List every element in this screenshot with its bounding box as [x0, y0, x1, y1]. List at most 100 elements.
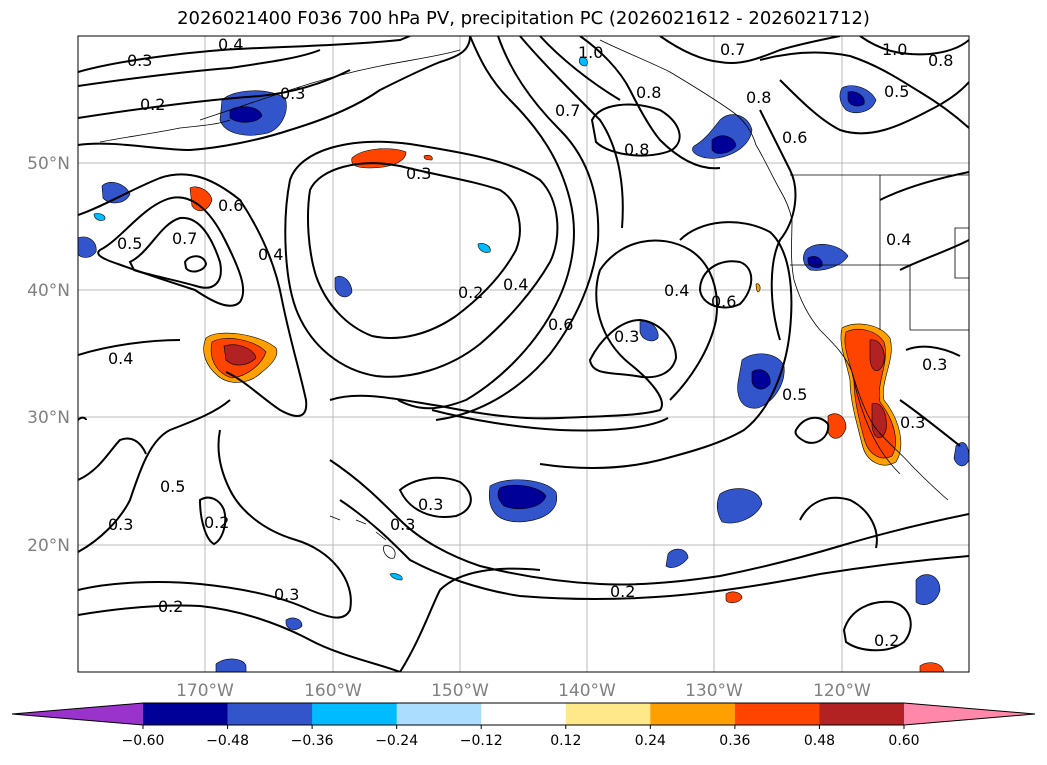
negative-precip-patches	[78, 57, 969, 672]
contour-line	[78, 429, 352, 619]
colorbar-tick-label: −0.60	[122, 733, 165, 749]
colorbar-segment	[650, 703, 736, 725]
colorbar-segment	[143, 703, 229, 725]
contour-label: 0.3	[900, 413, 925, 432]
precip-patch	[847, 91, 865, 107]
contour-label: 0.5	[117, 234, 142, 253]
contour-line	[759, 51, 969, 129]
precip-patch	[578, 57, 588, 67]
contour-line	[339, 499, 969, 600]
colorbar-tick-label: 0.48	[804, 733, 835, 749]
precip-patch	[423, 154, 433, 161]
contour-label: 0.7	[172, 229, 197, 248]
contour-line	[78, 437, 147, 481]
contour-line	[128, 216, 222, 289]
positive-precip-patches	[189, 148, 945, 672]
contour-label: 0.5	[782, 385, 807, 404]
colorbar-segment	[819, 703, 905, 725]
contour-label: 0.2	[874, 631, 899, 650]
lon-label: 150°W	[431, 681, 489, 701]
island-hawaii	[329, 515, 396, 559]
contour-line	[779, 79, 969, 135]
contour-label: 0.4	[108, 349, 133, 368]
contour-label: 0.5	[884, 82, 909, 101]
precip-patch	[711, 135, 737, 154]
colorbar-tick-label: 0.60	[888, 733, 919, 749]
pv-contours	[78, 36, 969, 672]
colorbar-segment	[481, 703, 567, 725]
contour-line	[588, 318, 678, 379]
contour-label: 0.3	[274, 585, 299, 604]
contour-label: 0.4	[503, 275, 528, 294]
precip-patch	[871, 402, 887, 439]
contour-label: 0.3	[406, 164, 431, 183]
precip-patch	[189, 186, 213, 212]
precip-patch	[751, 369, 771, 390]
contour-label: 0.6	[782, 128, 807, 147]
colorbar-segment	[312, 703, 398, 725]
contour-line	[78, 604, 401, 672]
contour-label: 0.3	[418, 495, 443, 514]
precip-patch	[229, 106, 263, 123]
contour-line	[97, 196, 245, 307]
contour-label: 0.4	[218, 35, 243, 54]
contour-label: 0.3	[614, 327, 639, 346]
contour-line	[78, 339, 181, 356]
precip-patch	[334, 275, 353, 298]
contour-label: 0.8	[928, 51, 953, 70]
contour-label: 0.2	[204, 513, 229, 532]
contour-line	[307, 162, 521, 339]
contour-label: 0.3	[390, 515, 415, 534]
contour-label: 0.3	[127, 51, 152, 70]
contour-line	[284, 140, 559, 378]
colorbar-tick-label: −0.12	[460, 733, 503, 749]
coastlines	[99, 39, 969, 559]
lon-label: 130°W	[685, 681, 743, 701]
contour-line	[399, 567, 541, 672]
longitude-labels: 170°W 160°W 150°W 140°W 130°W 120°W	[176, 681, 871, 701]
contour-label: 0.8	[624, 140, 649, 159]
colorbar-tick-label: −0.24	[375, 733, 418, 749]
contour-line	[842, 600, 912, 652]
contour-line	[397, 36, 575, 410]
contour-line	[78, 416, 87, 421]
precip-patch	[497, 484, 547, 509]
colorbar-segment	[396, 703, 482, 725]
contour-line	[78, 399, 231, 553]
contour-line	[859, 36, 969, 56]
precip-patch	[716, 488, 763, 524]
latitude-labels: 50°N 40°N 30°N 20°N	[27, 154, 70, 556]
contour-line	[435, 36, 600, 421]
precip-patch	[755, 283, 761, 293]
contour-label: 0.6	[218, 196, 243, 215]
contour-line	[431, 409, 669, 432]
precip-patch	[919, 662, 945, 672]
contour-line	[539, 36, 621, 101]
colorbar-tick-label: −0.36	[291, 733, 334, 749]
contour-line	[759, 109, 797, 341]
coastline-southeast-alaska	[599, 39, 757, 146]
coastline-baja	[851, 371, 901, 475]
colorbar-tick-label: 0.36	[719, 733, 750, 749]
contour-label: 0.6	[711, 292, 736, 311]
contour-line	[329, 459, 969, 586]
contour-line	[198, 496, 227, 546]
coastline-bc	[755, 144, 793, 221]
colorbar-ticks: −0.60 −0.48 −0.36 −0.24 −0.12 0.12 0.24 0.36 0.4…	[122, 725, 920, 749]
contour-line	[899, 399, 961, 447]
contour-label: 0.8	[746, 88, 771, 107]
precip-patch	[477, 243, 491, 253]
lon-label: 140°W	[558, 681, 616, 701]
contour-label: 0.2	[158, 597, 183, 616]
colorbar-segment	[734, 703, 820, 725]
contour-label: 0.7	[720, 40, 745, 59]
precip-patch	[223, 344, 257, 366]
contour-line	[78, 69, 351, 119]
contour-label: 0.2	[458, 283, 483, 302]
contour-line	[579, 36, 721, 170]
colorbar-tick-label: −0.48	[206, 733, 249, 749]
contour-label: 0.4	[258, 245, 283, 264]
contour-labels: 0.4 0.3 0.2 0.3 1.0 0.7 1.0 0.8 0.8 0.8 …	[108, 35, 953, 650]
contour-label: 0.8	[636, 83, 661, 102]
